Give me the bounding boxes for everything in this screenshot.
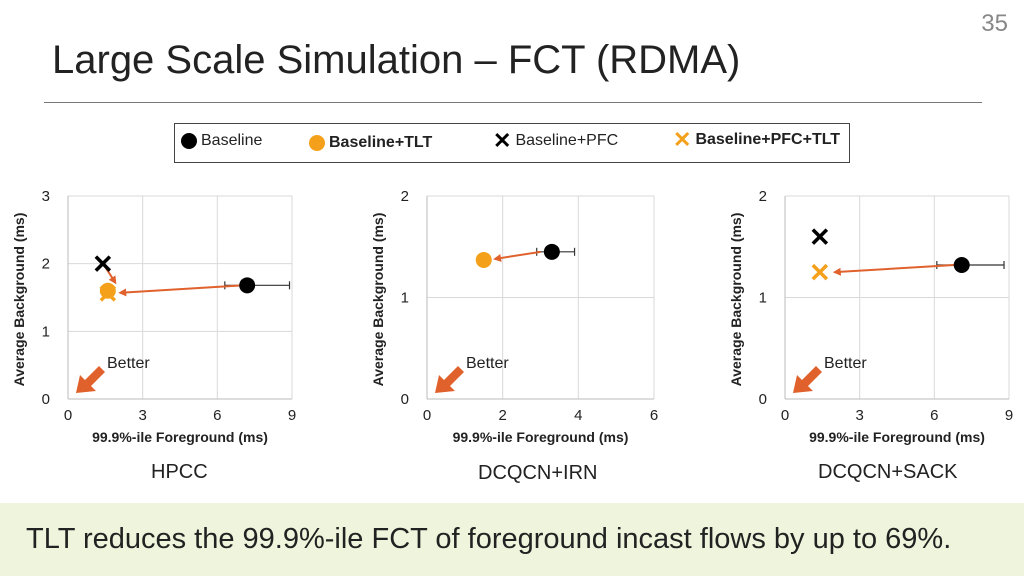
x-axis-label: 99.9%-ile Foreground (ms): [809, 429, 985, 445]
point-baseline-pfc-tlt: [99, 285, 117, 302]
x-tick-label: 2: [498, 407, 506, 424]
x-tick-label: 9: [1005, 407, 1013, 424]
y-tick-label: 1: [42, 323, 50, 340]
y-axis-label: Average Background (ms): [728, 213, 744, 387]
chart-dcqcn-irn: 0 2 4 6 0 1 2 99.9%-ile Foreground (ms) Average …: [370, 188, 658, 445]
x-axis-label: 99.9%-ile Foreground (ms): [453, 429, 629, 445]
improvement-arrow: [493, 250, 541, 262]
legend-marker-baseline-tlt: [309, 135, 325, 151]
y-tick-label: 2: [42, 256, 50, 273]
chart-hpcc: 0 3 6 9 0 1 2 3 99.9%-ile Foreground (ms) Average…: [11, 188, 296, 445]
point-baseline-pfc-tlt-stroke-b: [811, 263, 829, 281]
better-annotation: Better: [107, 355, 150, 372]
legend-label: Baseline+PFC: [515, 132, 619, 149]
summary-banner: TLT reduces the 99.9%-ile FCT of foregro…: [0, 503, 1024, 576]
point-baseline-tlt: [99, 282, 116, 299]
y-axis-label: Average Background (ms): [370, 213, 386, 387]
y-tick-label: 3: [42, 188, 50, 205]
point-baseline-pfc-tlt-stroke-b: [99, 285, 117, 302]
legend-marker-baseline-pfc-tlt: ✕: [673, 127, 692, 152]
x-tick-label: 9: [288, 407, 296, 424]
y-tick-label: 1: [759, 290, 767, 307]
slide-number: 35: [981, 10, 1008, 37]
point-baseline-pfc-stroke-b: [811, 228, 829, 245]
y-tick-label: 2: [759, 188, 767, 205]
x-tick-label: 0: [781, 407, 789, 424]
point-baseline: [953, 257, 970, 274]
better-annotation: Better: [466, 355, 509, 372]
better-arrow-icon: [76, 366, 105, 393]
slide-title: Large Scale Simulation – FCT (RDMA): [52, 38, 741, 82]
legend-item-baseline-tlt: Baseline+TLT: [309, 134, 432, 152]
caption-hpcc: HPCC: [151, 461, 208, 483]
legend-item-baseline: Baseline: [181, 132, 262, 150]
x-tick-label: 0: [423, 407, 431, 424]
better-arrow-icon: [435, 366, 464, 393]
x-tick-label: 6: [650, 407, 658, 424]
title-divider: [44, 102, 982, 103]
y-tick-label: 0: [42, 391, 50, 408]
x-tick-label: 4: [574, 407, 582, 424]
legend-label: Baseline+PFC+TLT: [695, 131, 841, 148]
point-baseline: [239, 277, 256, 294]
point-baseline-pfc-stroke-b: [94, 255, 112, 272]
point-baseline-pfc-tlt: [811, 263, 829, 281]
point-baseline-pfc: [811, 228, 829, 245]
y-axis-label: Average Background (ms): [11, 213, 27, 387]
better-annotation: Better: [824, 355, 867, 372]
x-tick-label: 3: [138, 407, 146, 424]
y-tick-label: 0: [759, 391, 767, 408]
chart-legend: Baseline Baseline+TLT ✕ Baseline+PFC ✕ B…: [174, 123, 850, 163]
point-baseline-pfc: [94, 255, 112, 272]
x-axis-label: 99.9%-ile Foreground (ms): [92, 429, 268, 445]
y-tick-label: 1: [401, 290, 409, 307]
summary-text: TLT reduces the 99.9%-ile FCT of foregro…: [26, 523, 952, 555]
improvement-arrow: [118, 284, 243, 297]
y-tick-label: 0: [401, 391, 409, 408]
legend-item-baseline-pfc: ✕ Baseline+PFC: [493, 128, 619, 153]
y-tick-label: 2: [401, 188, 409, 205]
x-tick-label: 0: [64, 407, 72, 424]
legend-marker-baseline: [181, 133, 197, 149]
x-tick-label: 6: [213, 407, 221, 424]
x-tick-label: 3: [855, 407, 863, 424]
point-baseline: [543, 243, 560, 260]
charts-area: 0 3 6 9 0 1 2 3 99.9%-ile Foreground (ms) Average…: [11, 188, 1013, 445]
chart-dcqcn-sack: 0 3 6 9 0 1 2 99.9%-ile Foreground (ms) Average …: [728, 188, 1013, 445]
x-tick-label: 6: [930, 407, 938, 424]
legend-item-baseline-pfc-tlt: ✕ Baseline+PFC+TLT: [673, 127, 841, 152]
caption-dcqcn-sack: DCQCN+SACK: [818, 461, 958, 483]
legend-marker-baseline-pfc: ✕: [493, 128, 512, 153]
better-arrow-icon: [793, 366, 822, 393]
legend-label: Baseline+TLT: [329, 134, 433, 151]
improvement-arrow: [832, 264, 955, 276]
caption-dcqcn-irn: DCQCN+IRN: [478, 462, 598, 484]
point-baseline-tlt: [475, 251, 492, 268]
legend-label: Baseline: [201, 132, 263, 149]
